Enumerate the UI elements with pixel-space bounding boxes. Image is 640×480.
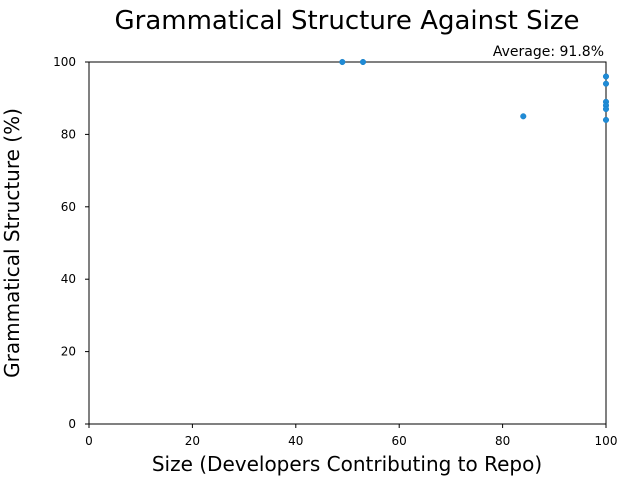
y-axis: 0 20 40 60 80 100 (53, 55, 89, 431)
y-tick-label: 60 (61, 200, 76, 214)
y-tick-label: 0 (68, 417, 76, 431)
y-tick-label: 20 (61, 345, 76, 359)
data-points (339, 58, 610, 123)
data-point (602, 106, 610, 113)
data-point (520, 113, 527, 120)
x-tick-label: 40 (288, 434, 303, 448)
x-tick-label: 60 (392, 434, 407, 448)
y-tick-label: 100 (53, 55, 76, 69)
y-tick-label: 80 (61, 127, 76, 141)
data-point (602, 73, 610, 80)
x-axis: 0 20 40 60 80 100 (85, 424, 617, 448)
data-point (602, 80, 610, 87)
x-tick-label: 80 (495, 434, 510, 448)
chart-title: Grammatical Structure Against Size (114, 6, 579, 36)
x-tick-label: 0 (85, 434, 93, 448)
data-point (359, 58, 367, 66)
data-point (602, 116, 610, 123)
x-tick-label: 20 (185, 434, 200, 448)
average-annotation: Average: 91.8% (493, 44, 604, 60)
plot-frame (88, 61, 607, 425)
x-tick-label: 100 (595, 434, 618, 448)
y-axis-label: Grammatical Structure (%) (0, 108, 24, 378)
x-axis-label: Size (Developers Contributing to Repo) (152, 452, 542, 476)
data-point (339, 58, 346, 66)
y-tick-label: 40 (61, 272, 76, 286)
